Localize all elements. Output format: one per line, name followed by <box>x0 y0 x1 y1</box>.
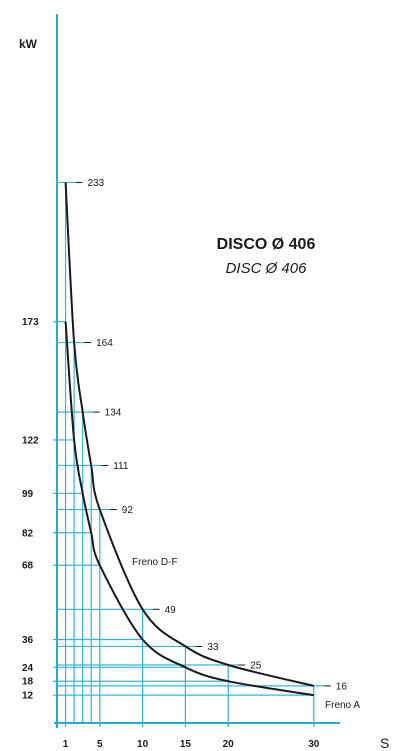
series-label-freno-a: Freno A <box>325 700 360 711</box>
y-tick-label: 68 <box>22 561 34 572</box>
x-tick-label: 20 <box>223 739 235 750</box>
y-tick-label: 12 <box>22 691 34 702</box>
x-tick-label: 15 <box>180 739 192 750</box>
y-axis-label: kW <box>19 37 38 51</box>
value-label: 49 <box>165 605 177 616</box>
x-tick-label: 1 <box>63 739 69 750</box>
y-tick-label: 36 <box>22 635 34 646</box>
x-tick-label: 10 <box>137 739 149 750</box>
value-label: 92 <box>122 505 134 516</box>
y-tick-label: 173 <box>22 317 39 328</box>
series-line-freno-a <box>64 321 314 697</box>
x-axis-label: S <box>380 735 389 751</box>
chart-title: DISCO Ø 406 <box>217 236 316 253</box>
value-label: 16 <box>336 681 348 692</box>
value-label: 25 <box>250 661 262 672</box>
y-tick-label: 18 <box>22 677 34 688</box>
y-tick-label: 122 <box>22 435 39 446</box>
x-tick-label: 30 <box>308 739 320 750</box>
y-tick-label: 24 <box>22 663 34 674</box>
value-label: 164 <box>96 338 113 349</box>
value-label: 233 <box>88 178 105 189</box>
value-label: 111 <box>113 461 129 472</box>
series-label-freno-d-f: Freno D-F <box>132 557 178 568</box>
y-tick-label: 99 <box>22 489 34 500</box>
y-tick-label: 82 <box>22 528 34 539</box>
value-label: 33 <box>207 642 219 653</box>
value-label: 134 <box>105 408 122 419</box>
series-line-freno-d-f <box>64 182 315 687</box>
x-tick-label: 5 <box>97 739 103 750</box>
chart-subtitle: DISC Ø 406 <box>226 260 308 277</box>
